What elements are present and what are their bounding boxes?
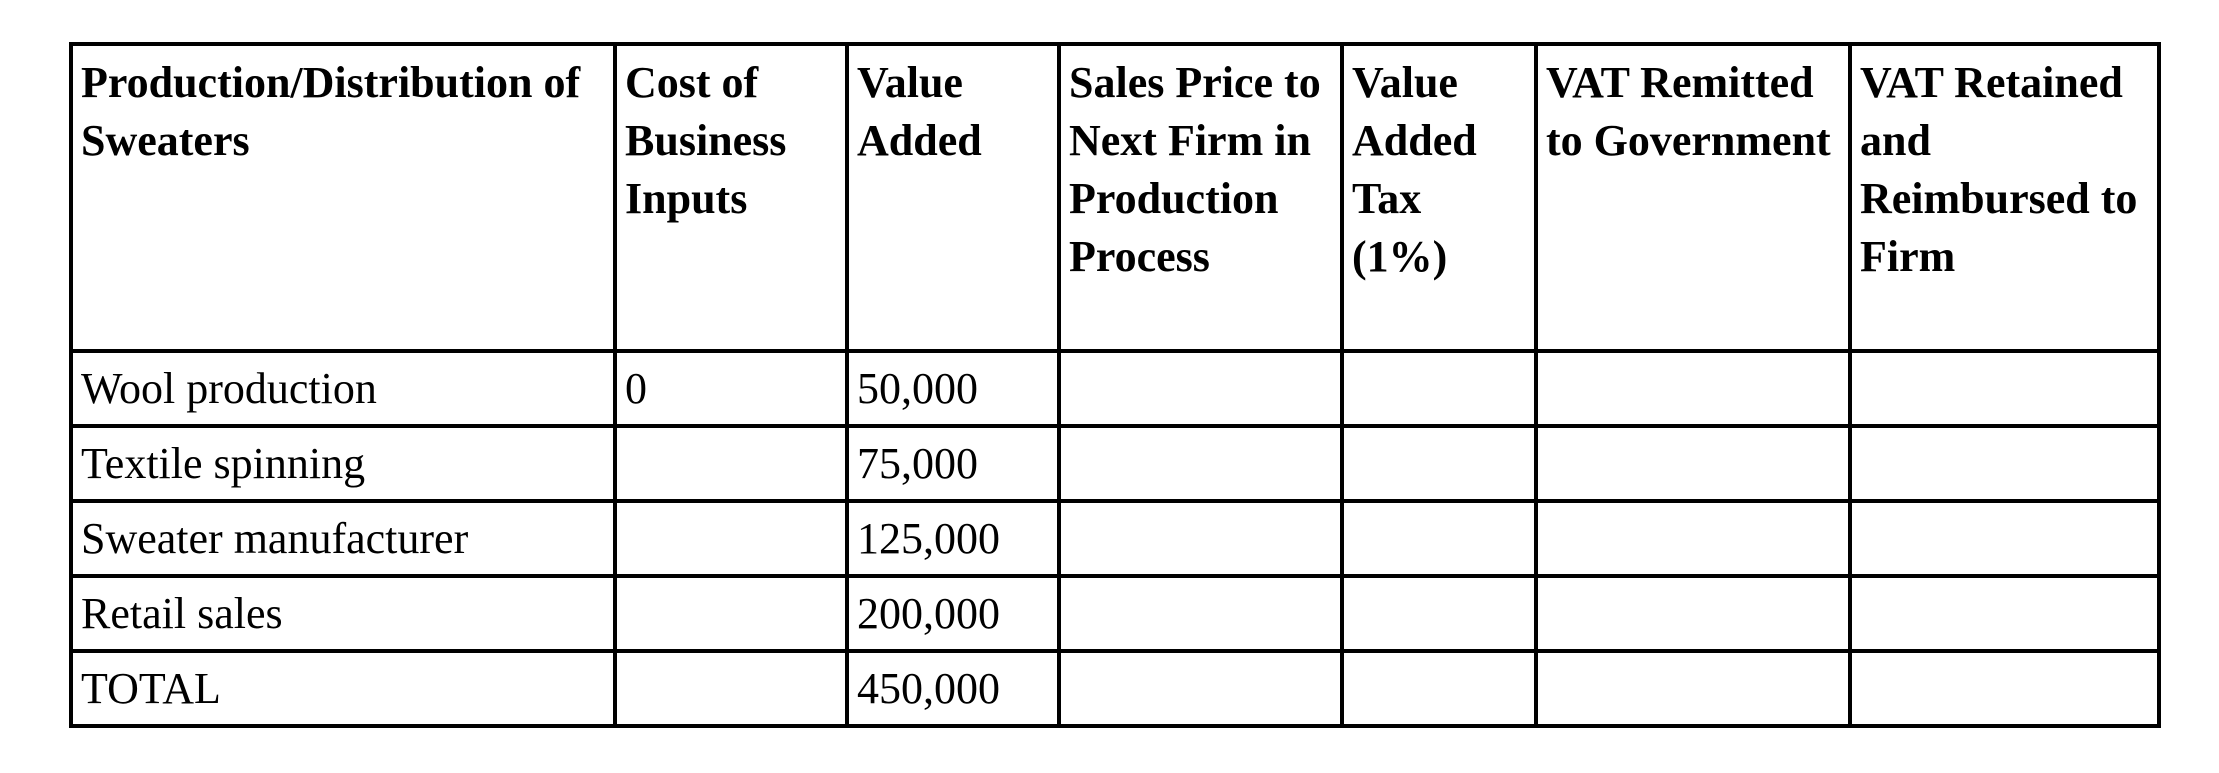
cell-vat-retained — [1848, 424, 2161, 503]
cell-vat — [1340, 424, 1538, 503]
cell-vat — [1340, 349, 1538, 428]
header-sales-price: Sales Price to Next Firm in Production P… — [1057, 42, 1344, 353]
cell-sales-price — [1057, 349, 1344, 428]
cell-sales-price — [1057, 574, 1344, 653]
cell-stage: Retail sales — [69, 574, 617, 653]
table-row: Wool production 0 50,000 — [69, 349, 2161, 428]
cell-cost-of-inputs — [613, 574, 849, 653]
cell-vat — [1340, 499, 1538, 578]
cell-stage: Textile spinning — [69, 424, 617, 503]
table-row: Sweater manufacturer 125,000 — [69, 499, 2161, 578]
cell-cost-of-inputs — [613, 499, 849, 578]
cell-stage: Sweater manufacturer — [69, 499, 617, 578]
cell-value-added: 200,000 — [845, 574, 1061, 653]
table-row: Retail sales 200,000 — [69, 574, 2161, 653]
cell-cost-of-inputs — [613, 424, 849, 503]
cell-cost-of-inputs: 0 — [613, 349, 849, 428]
header-vat: Value Added Tax (1%) — [1340, 42, 1538, 353]
cell-sales-price — [1057, 499, 1344, 578]
header-cost-of-inputs: Cost of Business Inputs — [613, 42, 849, 353]
header-value-added: Value Added — [845, 42, 1061, 353]
cell-vat-retained — [1848, 499, 2161, 578]
cell-value-added: 125,000 — [845, 499, 1061, 578]
cell-vat-remitted — [1534, 499, 1852, 578]
cell-value-added: 75,000 — [845, 424, 1061, 503]
cell-vat-retained — [1848, 349, 2161, 428]
cell-vat-remitted — [1534, 649, 1852, 728]
cell-cost-of-inputs — [613, 649, 849, 728]
header-row: Production/Distribution of Sweaters Cost… — [69, 42, 2161, 353]
cell-vat-retained — [1848, 649, 2161, 728]
cell-value-added: 50,000 — [845, 349, 1061, 428]
cell-stage: Wool production — [69, 349, 617, 428]
cell-vat — [1340, 649, 1538, 728]
table-row: Textile spinning 75,000 — [69, 424, 2161, 503]
cell-sales-price — [1057, 424, 1344, 503]
cell-value-added: 450,000 — [845, 649, 1061, 728]
table-row: TOTAL 450,000 — [69, 649, 2161, 728]
vat-table: Production/Distribution of Sweaters Cost… — [69, 42, 2161, 728]
cell-sales-price — [1057, 649, 1344, 728]
cell-vat-remitted — [1534, 349, 1852, 428]
cell-vat-remitted — [1534, 424, 1852, 503]
header-production-distribution: Production/Distribution of Sweaters — [69, 42, 617, 353]
cell-vat-remitted — [1534, 574, 1852, 653]
cell-vat-retained — [1848, 574, 2161, 653]
header-vat-remitted: VAT Remitted to Government — [1534, 42, 1852, 353]
cell-stage: TOTAL — [69, 649, 617, 728]
header-vat-retained: VAT Retained and Reimbursed to Firm — [1848, 42, 2161, 353]
cell-vat — [1340, 574, 1538, 653]
